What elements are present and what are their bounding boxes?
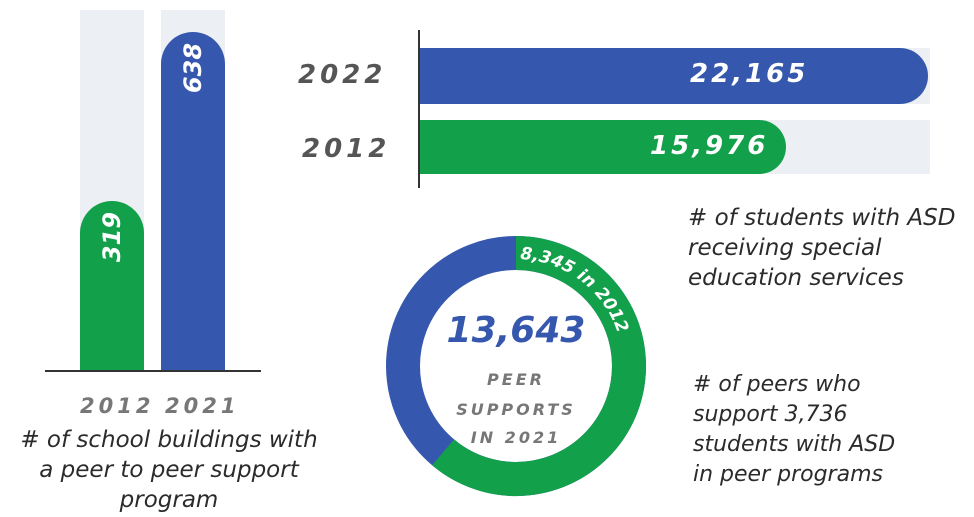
donut-center-value: 13,643: [446, 310, 586, 351]
bar-2012: [80, 201, 144, 370]
caption-line-2: support 3,736: [693, 400, 963, 430]
axis-line: [418, 30, 420, 188]
category-label-2012: 2012: [80, 394, 155, 418]
caption-line-3: students with ASD: [693, 432, 896, 457]
category-label-2021: 2021: [165, 394, 240, 418]
donut-segment-2012: [432, 236, 646, 496]
value-label-22165: 22,165: [690, 59, 809, 89]
bar-2022: [420, 48, 928, 104]
peer-supports-caption: # of peers who support 3,736 students wi…: [693, 370, 963, 490]
students-asd-caption: # of students with ASD receiving special…: [688, 205, 956, 291]
bar-2021: [161, 32, 225, 370]
value-label-15976: 15,976: [650, 131, 769, 161]
category-label-2012-students: 2012: [302, 134, 391, 164]
caption-support-number: 3,736: [784, 402, 848, 427]
category-label-2022: 2022: [298, 60, 387, 90]
baseline: [45, 370, 261, 372]
donut-center-line-2: SUPPORTS: [456, 400, 576, 419]
caption-line-1: # of peers who: [693, 372, 861, 397]
bar-2012-students: [420, 120, 787, 174]
donut-center-line-3: IN 2021: [470, 428, 562, 447]
caption-support-prefix: support: [693, 402, 778, 427]
caption-line-4: in peer programs: [693, 462, 883, 487]
school-buildings-caption: # of school buildings with a peer to pee…: [20, 427, 318, 513]
donut-center-line-1: PEER: [487, 370, 545, 389]
